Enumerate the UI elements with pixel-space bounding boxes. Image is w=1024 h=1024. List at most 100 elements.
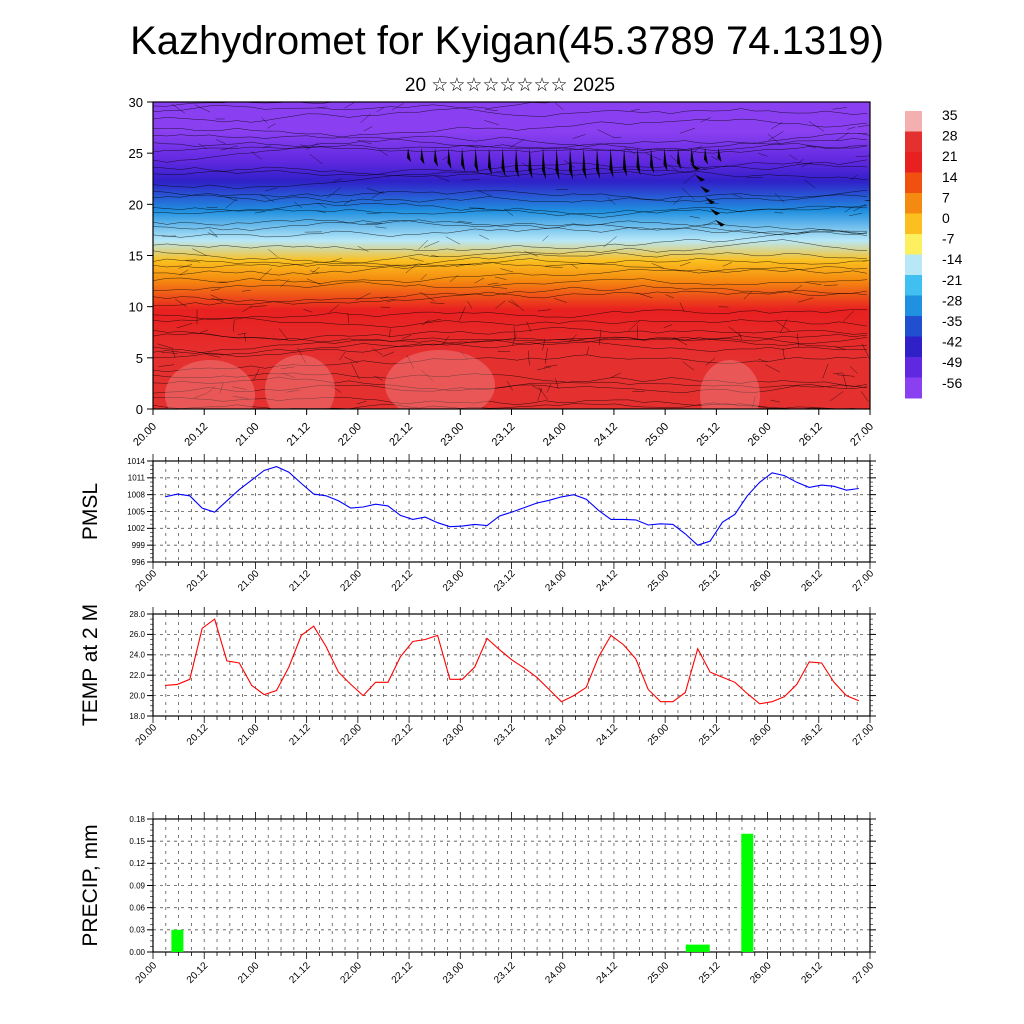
wind-barb	[542, 338, 546, 351]
wind-barb	[192, 248, 208, 257]
wind-barb	[673, 196, 683, 205]
wind-barb	[299, 144, 310, 147]
streamline	[153, 308, 868, 322]
wind-barb	[442, 335, 450, 345]
x-tick-label: 24.12	[595, 960, 621, 986]
x-tick-label: 22.00	[339, 722, 365, 748]
streamline	[153, 228, 867, 252]
wind-barb	[508, 300, 519, 307]
y-tick-label: 24.0	[129, 651, 145, 660]
wind-barb	[732, 194, 743, 199]
wind-barb	[376, 107, 384, 113]
page-title: Kazhydromet for Kyigan(45.3789 74.1319)	[130, 19, 884, 63]
x-tick-label: 21.12	[287, 568, 313, 594]
wind-barb	[386, 299, 396, 303]
wind-barb	[683, 173, 697, 184]
y-tick-label: 28.0	[129, 610, 145, 619]
y-tick-label: 22.0	[129, 671, 145, 680]
wind-barb	[207, 232, 218, 238]
wind-barb	[459, 306, 466, 321]
streamline	[153, 224, 868, 238]
wind-barb	[808, 121, 825, 132]
wind-barb	[570, 264, 578, 269]
colorbar-label: 14	[942, 169, 958, 185]
wind-barb	[770, 399, 781, 403]
y-tick-label: 30	[129, 95, 143, 110]
wind-barb	[297, 347, 307, 364]
wind-barb	[254, 211, 265, 214]
x-tick-label: 22.12	[390, 960, 416, 986]
colorbar-label: 0	[942, 210, 950, 226]
wind-barb	[776, 321, 791, 332]
x-tick-label: 22.00	[336, 421, 364, 449]
streamline	[153, 285, 868, 307]
x-tick-label: 24.00	[543, 722, 569, 748]
wind-barb	[492, 286, 508, 289]
wind-barb	[462, 179, 480, 181]
wind-barb	[215, 139, 226, 145]
wind-barb	[244, 332, 247, 342]
colorbar-label: -14	[942, 251, 962, 267]
wind-barb	[636, 292, 653, 299]
wind-barb	[233, 396, 249, 399]
series-line	[164, 618, 860, 705]
wind-barb	[728, 326, 742, 337]
jet-wind-barb	[690, 148, 695, 167]
x-tick-label: 21.00	[236, 960, 262, 986]
wind-barb	[476, 189, 492, 197]
wind-barb	[242, 290, 251, 292]
jet-wind-barb	[542, 148, 546, 180]
y-tick-label: 5	[136, 351, 143, 366]
wind-barb	[343, 199, 353, 205]
x-tick-label: 23.12	[490, 421, 518, 449]
wind-barb	[286, 389, 300, 393]
jet-wind-barb	[609, 148, 614, 179]
x-tick-label: 23.00	[441, 722, 467, 748]
wind-barb	[542, 235, 549, 242]
wind-barb	[485, 109, 498, 111]
wind-barb	[421, 319, 430, 326]
colorbar-label: 35	[942, 107, 958, 123]
x-tick-label: 24.00	[541, 421, 569, 449]
wind-barb	[793, 284, 803, 291]
wind-barb	[496, 171, 510, 177]
streamline	[153, 376, 868, 391]
wind-barb	[771, 122, 783, 130]
wind-barb	[306, 278, 321, 285]
wind-barb	[801, 161, 813, 168]
wind-barb	[231, 386, 247, 390]
x-tick-label: 20.00	[134, 960, 160, 986]
streamline	[153, 118, 868, 139]
wind-barb	[765, 364, 780, 373]
wind-barb	[179, 269, 189, 276]
wind-barb	[850, 174, 858, 180]
wind-barb	[702, 220, 717, 227]
jet-wind-barb	[705, 197, 715, 205]
wind-barb	[700, 117, 712, 123]
x-tick-label: 21.12	[285, 421, 313, 449]
wind-barb	[389, 328, 391, 338]
jet-wind-barb	[447, 148, 452, 170]
x-tick-label: 25.12	[695, 421, 723, 449]
wind-barb	[360, 113, 372, 123]
streamline	[153, 102, 554, 123]
jet-wind-barb	[710, 208, 720, 216]
x-tick-label: 23.00	[441, 568, 467, 594]
wind-barb	[380, 296, 389, 300]
jet-wind-barb	[700, 185, 710, 193]
wind-barb	[822, 363, 829, 379]
streamline	[153, 133, 868, 153]
y-tick-label: 0.03	[129, 926, 145, 935]
jet-wind-barb	[555, 148, 560, 181]
jet-wind-barb	[528, 148, 533, 180]
wind-barb	[171, 103, 185, 114]
wind-barb	[835, 132, 849, 142]
streamline	[153, 190, 868, 203]
x-tick-label: 23.00	[441, 960, 467, 986]
wind-barb	[847, 126, 856, 130]
y-tick-label: 996	[132, 558, 146, 567]
plot-frame	[152, 818, 871, 953]
wind-barb	[757, 152, 768, 157]
jet-wind-barb	[407, 148, 411, 163]
wind-barb	[758, 358, 768, 363]
